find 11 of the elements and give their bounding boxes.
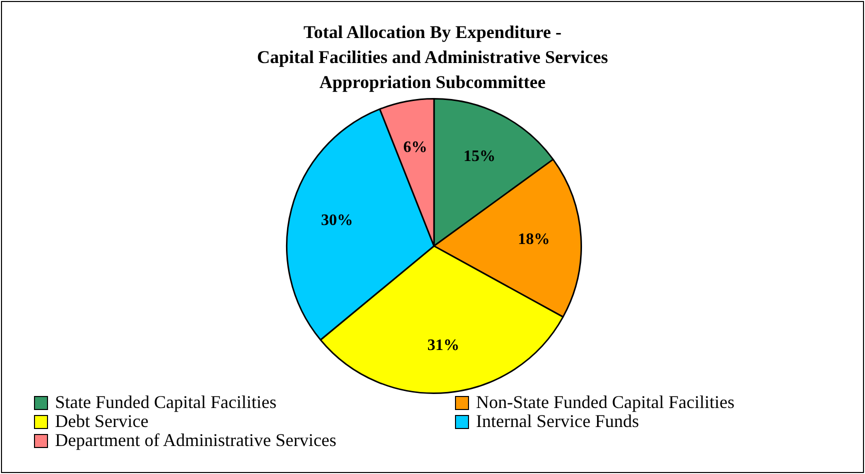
data-label: 6% <box>403 138 428 156</box>
legend-label: Non-State Funded Capital Facilities <box>476 392 734 412</box>
data-label: 30% <box>321 212 354 230</box>
legend-label: State Funded Capital Facilities <box>55 392 276 412</box>
legend-label: Debt Service <box>55 411 148 431</box>
data-label: 15% <box>463 148 496 165</box>
data-label: 18% <box>518 230 550 248</box>
chart-title: Total Allocation By Expenditure - Capital Facilities and Administrative Services Appropriation Subcommittee <box>256 21 609 94</box>
legend-label: Department of Administrative Services <box>55 430 336 450</box>
legend-label: Internal Service Funds <box>476 411 639 431</box>
data-label: 31% <box>427 336 460 354</box>
